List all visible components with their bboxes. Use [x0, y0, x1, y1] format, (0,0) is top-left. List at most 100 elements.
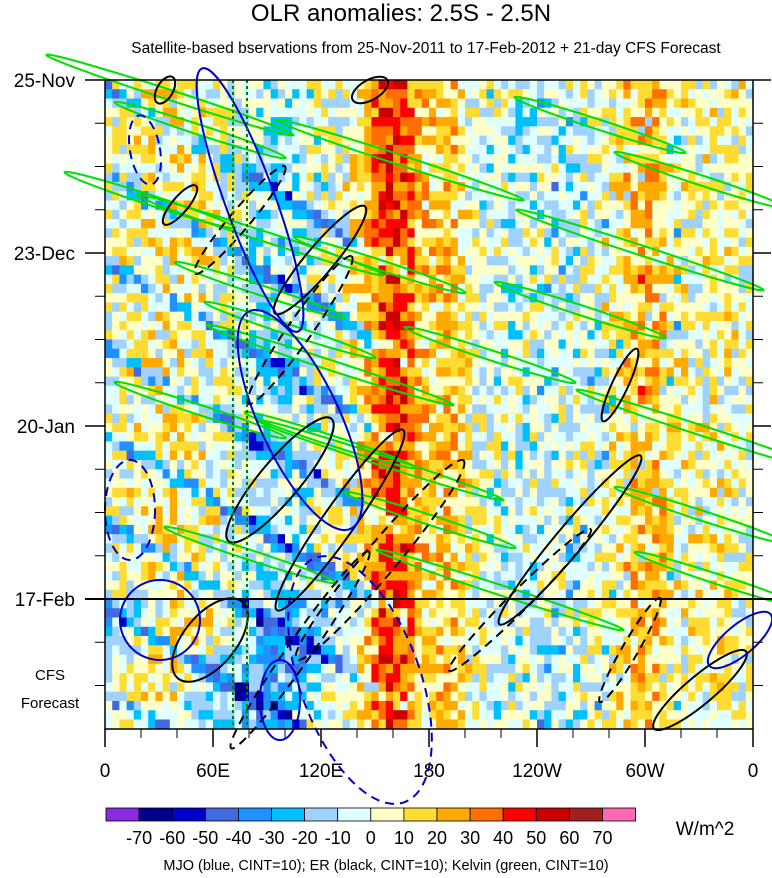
olr-cell	[155, 432, 164, 443]
olr-cell	[328, 283, 336, 294]
olr-cell	[443, 395, 452, 405]
olr-cell	[177, 441, 185, 452]
olr-cell	[594, 487, 603, 498]
olr-cell	[205, 144, 214, 155]
olr-cell	[292, 478, 300, 489]
olr-cell	[645, 302, 653, 313]
olr-cell	[465, 274, 473, 285]
olr-cell	[551, 89, 560, 100]
olr-cell	[623, 422, 632, 433]
olr-cell	[580, 469, 588, 480]
olr-cell	[105, 561, 113, 572]
olr-cell	[328, 469, 336, 480]
olr-cell	[450, 154, 459, 165]
olr-cell	[335, 450, 344, 461]
olr-cell	[637, 432, 646, 443]
olr-cell	[558, 561, 567, 572]
olr-cell	[738, 413, 747, 424]
olr-cell	[306, 80, 315, 90]
olr-cell	[112, 404, 120, 415]
olr-cell	[177, 330, 185, 341]
olr-cell	[148, 497, 156, 507]
olr-cell	[184, 469, 192, 480]
olr-cell	[184, 283, 192, 294]
olr-cell	[537, 385, 545, 396]
olr-cell	[709, 274, 718, 285]
olr-cell	[191, 404, 200, 415]
olr-cell	[256, 339, 264, 350]
olr-cell	[443, 385, 452, 396]
olr-cell	[609, 191, 617, 202]
olr-cell	[645, 339, 653, 350]
olr-cell	[162, 339, 171, 350]
olr-cell	[256, 367, 264, 378]
olr-cell	[724, 191, 732, 202]
olr-cell	[565, 302, 574, 313]
olr-cell	[515, 117, 524, 127]
olr-cell	[407, 561, 416, 572]
olr-cell	[328, 348, 336, 359]
olr-cell	[263, 200, 272, 211]
olr-cell	[681, 191, 689, 202]
olr-cell	[673, 154, 682, 165]
olr-cell	[450, 534, 459, 544]
olr-cell	[184, 209, 192, 220]
olr-cell	[335, 534, 344, 544]
olr-cell	[558, 228, 567, 239]
olr-cell	[148, 450, 156, 461]
olr-cell	[335, 246, 344, 257]
olr-cell	[321, 395, 329, 405]
olr-cell	[169, 534, 178, 544]
olr-cell	[321, 293, 329, 304]
olr-cell	[184, 376, 192, 387]
olr-cell	[177, 191, 185, 202]
olr-cell	[148, 209, 156, 220]
olr-cell	[565, 413, 574, 424]
olr-cell	[637, 543, 646, 554]
olr-cell	[717, 107, 725, 118]
olr-cell	[241, 126, 250, 137]
olr-cell	[731, 330, 740, 341]
olr-cell	[105, 422, 113, 433]
olr-cell	[443, 487, 452, 498]
olr-cell	[205, 283, 214, 294]
olr-cell	[328, 432, 336, 443]
olr-cell	[666, 80, 675, 90]
olr-cell	[601, 459, 610, 470]
olr-cell	[198, 246, 207, 257]
olr-cell	[479, 552, 488, 563]
olr-cell	[529, 144, 538, 155]
olr-cell	[537, 450, 545, 461]
olr-cell	[328, 339, 336, 350]
olr-cell	[349, 265, 358, 276]
olr-cell	[673, 89, 682, 100]
olr-cell	[155, 330, 164, 341]
olr-cell	[479, 534, 488, 544]
olr-cell	[537, 487, 545, 498]
olr-cell	[429, 404, 437, 415]
olr-cell	[220, 107, 228, 118]
olr-cell	[616, 376, 624, 387]
olr-cell	[133, 117, 142, 127]
olr-cell	[407, 89, 416, 100]
olr-cell	[544, 524, 552, 535]
olr-cell	[479, 497, 488, 507]
olr-cell	[681, 237, 689, 248]
olr-cell	[681, 459, 689, 470]
olr-cell	[313, 256, 322, 266]
olr-cell	[587, 515, 596, 526]
olr-cell	[357, 237, 365, 248]
olr-cell	[429, 89, 437, 100]
olr-cell	[227, 422, 236, 433]
olr-cell	[385, 283, 394, 294]
olr-cell	[501, 487, 509, 498]
olr-cell	[205, 422, 214, 433]
olr-cell	[349, 320, 358, 331]
olr-cell	[198, 413, 207, 424]
olr-cell	[263, 534, 272, 544]
olr-cell	[342, 580, 351, 591]
olr-cell	[573, 404, 581, 415]
olr-cell	[400, 107, 408, 118]
olr-cell	[594, 144, 603, 155]
olr-cell	[630, 506, 639, 517]
